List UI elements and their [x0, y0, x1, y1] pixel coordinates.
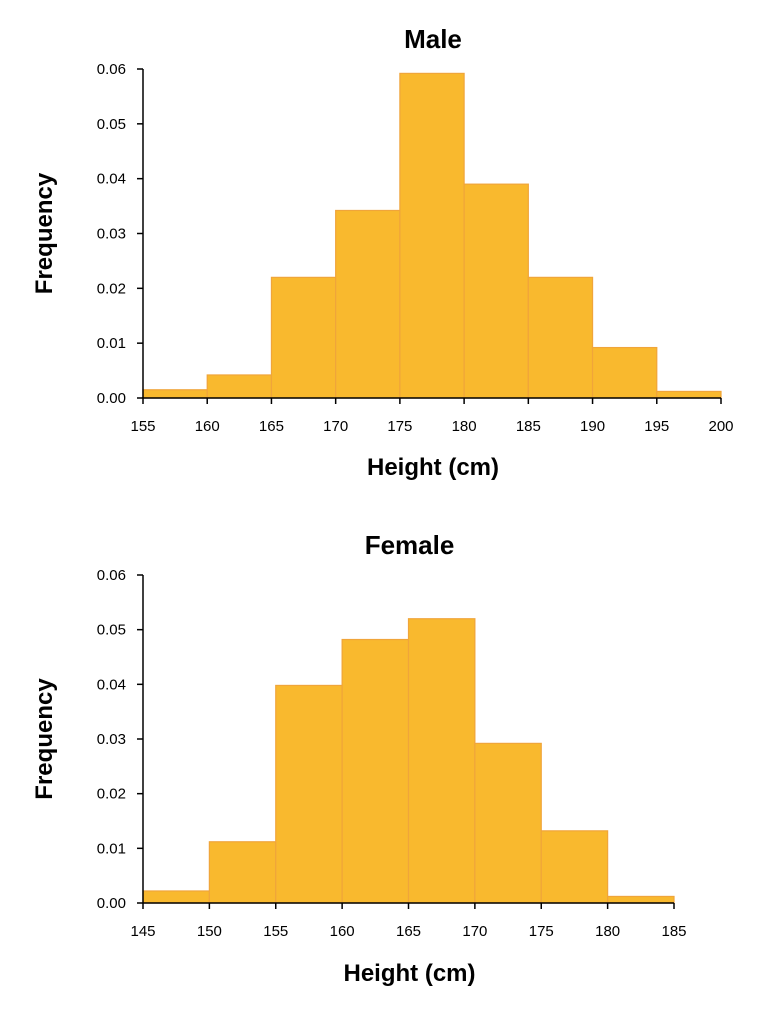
- x-tick-label: 170: [462, 923, 487, 940]
- x-axis-label: Height (cm): [367, 454, 499, 481]
- x-tick-label: 195: [644, 418, 669, 435]
- x-tick-label: 175: [387, 418, 412, 435]
- y-tick-label: 0.02: [97, 786, 126, 803]
- y-tick-label: 0.00: [97, 390, 126, 407]
- bar-185: [527, 276, 594, 399]
- bar-160: [206, 374, 273, 399]
- y-tick-label: 0.04: [97, 171, 126, 188]
- y-tick-label: 0.05: [97, 622, 126, 639]
- bar-170: [474, 742, 542, 904]
- bar-195: [656, 390, 722, 399]
- x-tick-label: 165: [259, 418, 284, 435]
- bar-155: [142, 389, 208, 399]
- x-tick-label: 150: [197, 923, 222, 940]
- x-axis-label: Height (cm): [344, 960, 476, 987]
- bar-160: [341, 638, 410, 904]
- bar-170: [335, 209, 401, 399]
- x-tick-label: 170: [323, 418, 348, 435]
- y-tick-label: 0.06: [97, 567, 126, 584]
- x-tick-label: 165: [396, 923, 421, 940]
- chart-1: 0.00 0.01 0.02 0.03 0.04 0.05 0.06 145 150 155 160…: [31, 530, 687, 987]
- chart-0: 0.00 0.01 0.02 0.03 0.04 0.05 0.06 155 160 165 170…: [31, 24, 734, 481]
- x-tick-label: 180: [452, 418, 477, 435]
- bar-150: [208, 841, 277, 904]
- bar-145: [142, 890, 210, 904]
- x-tick-label: 190: [580, 418, 605, 435]
- x-tick-label: 175: [529, 923, 554, 940]
- bar-190: [591, 346, 658, 399]
- bar-175: [540, 830, 609, 904]
- y-tick-label: 0.01: [97, 840, 126, 857]
- y-tick-label: 0.06: [97, 61, 126, 78]
- y-axis-label: Frequency: [31, 678, 58, 800]
- x-tick-label: 160: [330, 923, 355, 940]
- y-tick-label: 0.02: [97, 280, 126, 297]
- x-tick-label: 185: [661, 923, 686, 940]
- x-tick-label: 180: [595, 923, 620, 940]
- bar-165: [270, 276, 337, 399]
- chart-title: Female: [365, 530, 455, 560]
- x-tick-label: 160: [195, 418, 220, 435]
- bar-180: [607, 895, 675, 904]
- bar-180: [463, 183, 529, 399]
- x-tick-label: 145: [130, 923, 155, 940]
- y-tick-label: 0.05: [97, 116, 126, 133]
- x-tick-label: 200: [708, 418, 733, 435]
- bar-165: [407, 618, 476, 904]
- x-tick-label: 155: [263, 923, 288, 940]
- bar-175: [399, 72, 465, 399]
- x-tick-label: 185: [516, 418, 541, 435]
- y-tick-label: 0.03: [97, 226, 126, 243]
- chart-title: Male: [404, 24, 462, 54]
- y-tick-label: 0.04: [97, 676, 126, 693]
- y-axis-label: Frequency: [31, 172, 58, 294]
- y-tick-label: 0.00: [97, 895, 126, 912]
- y-tick-label: 0.03: [97, 731, 126, 748]
- y-tick-label: 0.01: [97, 335, 126, 352]
- bar-155: [275, 684, 343, 904]
- x-tick-label: 155: [130, 418, 155, 435]
